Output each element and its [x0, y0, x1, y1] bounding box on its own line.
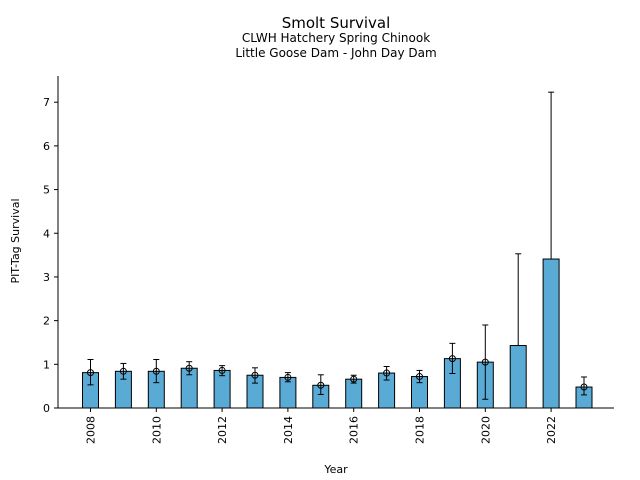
point-2011	[185, 364, 193, 372]
y-tick-label-0: 0	[43, 402, 50, 415]
point-2015	[317, 381, 325, 389]
point-2013	[251, 371, 259, 379]
x-tick-label-2014: 2014	[282, 416, 295, 444]
point-2018	[416, 373, 423, 381]
point-2016	[350, 375, 358, 383]
x-tick-label-2022: 2022	[545, 416, 558, 444]
point-2020	[481, 358, 489, 366]
point-2008	[87, 369, 94, 377]
x-tick-label-2008: 2008	[85, 416, 98, 444]
x-tick-label-2012: 2012	[216, 416, 229, 444]
x-tick-label-2020: 2020	[479, 416, 492, 444]
point-2014	[284, 373, 292, 381]
chart-subtitle-1: CLWH Hatchery Spring Chinook	[242, 31, 430, 45]
x-axis-label: Year	[323, 463, 348, 476]
point-2017	[383, 369, 391, 377]
y-tick-label-2: 2	[43, 315, 50, 328]
point-2019	[448, 355, 456, 363]
y-tick-label-1: 1	[43, 358, 50, 371]
y-tick-label-4: 4	[43, 227, 50, 240]
y-tick-label-5: 5	[43, 184, 50, 197]
x-tick-label-2010: 2010	[150, 416, 163, 444]
bar-2021	[509, 345, 527, 409]
y-tick-label-6: 6	[43, 140, 50, 153]
x-tick-label-2016: 2016	[348, 416, 361, 444]
point-2023	[580, 383, 588, 391]
y-tick-label-3: 3	[43, 271, 50, 284]
plot-area: 0 1 2 3 4 5 6 7 2008 2010 2012 2014 2016 2018 2020 2022	[43, 76, 614, 444]
bar-2022	[542, 258, 560, 409]
x-tick-label-2018: 2018	[414, 416, 427, 444]
chart-subtitle-2: Little Goose Dam - John Day Dam	[235, 46, 436, 60]
point-2012	[218, 366, 226, 374]
point-2010	[152, 367, 160, 375]
y-tick-label-7: 7	[43, 96, 50, 109]
point-2009	[119, 367, 127, 375]
y-axis-label: PIT-Tag Survival	[9, 198, 22, 283]
chart-title: Smolt Survival	[282, 14, 391, 32]
